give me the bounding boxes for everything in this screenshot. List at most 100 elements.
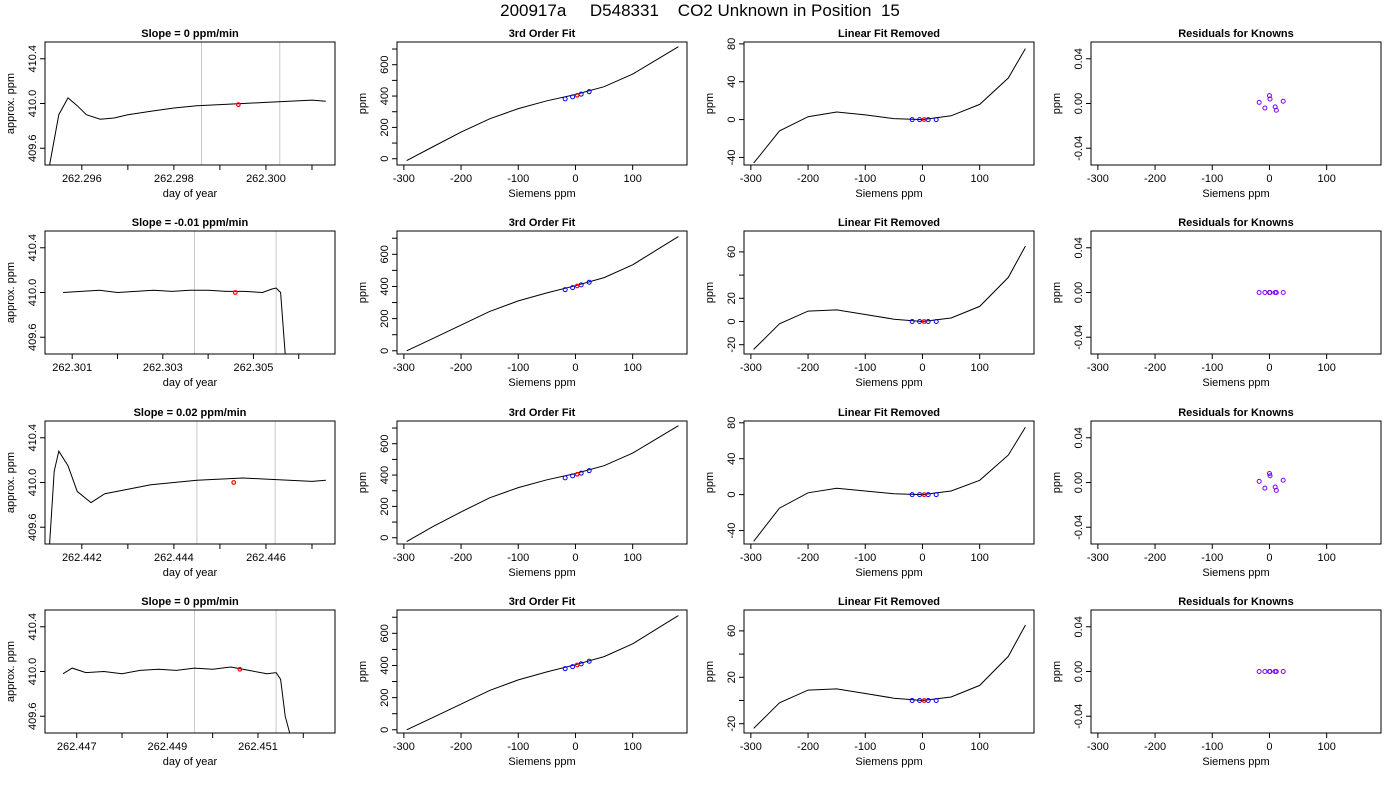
- known-point: [909, 698, 915, 704]
- y-tick-label: 0.04: [1073, 616, 1085, 637]
- panel-title: Residuals for Knowns: [1178, 28, 1294, 40]
- y-tick-label: 0.04: [1073, 237, 1085, 258]
- panel-title: Linear Fit Removed: [838, 217, 940, 229]
- fit-curve: [406, 46, 679, 162]
- residual-point: [1273, 107, 1279, 113]
- y-axis-label: ppm: [357, 282, 369, 303]
- known-point: [562, 96, 568, 102]
- residual-point: [1266, 93, 1272, 99]
- unknown-point: [921, 698, 927, 703]
- x-tick-label: 100: [970, 362, 988, 374]
- x-tick-label: -200: [797, 173, 819, 185]
- time-series-line: [49, 97, 326, 165]
- panel-r3c4: Residuals for Knowns -300 -200 -100 0 100 -0.0…: [1051, 407, 1382, 579]
- y-tick-label: 40: [726, 76, 738, 88]
- x-axis-label: Siemens ppm: [508, 756, 575, 768]
- y-tick-label: 400: [379, 87, 391, 105]
- x-axis-label: Siemens ppm: [1202, 756, 1269, 768]
- known-point: [570, 285, 576, 291]
- known-point: [925, 117, 931, 123]
- residual-point: [1262, 669, 1268, 674]
- x-tick-label: -100: [854, 552, 876, 564]
- residual-point: [1280, 290, 1286, 295]
- y-tick-label: 20: [726, 292, 738, 304]
- panel-title: 3rd Order Fit: [509, 407, 576, 419]
- x-tick-label: -100: [1201, 362, 1223, 374]
- x-axis-label: Siemens ppm: [1202, 567, 1269, 579]
- plot-area: [753, 48, 1026, 164]
- x-tick-label: -300: [393, 173, 415, 185]
- x-tick-label: -100: [854, 362, 876, 374]
- y-tick-label: 200: [379, 497, 391, 515]
- panel-title: Slope = -0.01 ppm/min: [132, 217, 249, 229]
- panel-r2c2: 3rd Order Fit -300 -200 -100 0 100 0 200 400 600 S…: [357, 217, 688, 389]
- plot-area: [49, 449, 326, 544]
- x-tick-label: 100: [1317, 552, 1335, 564]
- known-point: [570, 664, 576, 670]
- known-point: [570, 94, 576, 100]
- unknown-point: [921, 117, 927, 122]
- x-tick-label: 262.444: [154, 552, 194, 564]
- x-tick-label: 100: [1317, 362, 1335, 374]
- y-tick-label: 0.00: [1073, 93, 1085, 114]
- x-tick-label: 262.296: [62, 173, 102, 185]
- x-tick-label: -300: [1087, 173, 1109, 185]
- x-tick-label: -200: [1144, 362, 1166, 374]
- y-tick-label: 80: [726, 38, 738, 50]
- panel-r4c4: Residuals for Knowns -300 -200 -100 0 100 -0.0…: [1051, 596, 1382, 768]
- unknown-point: [574, 92, 580, 98]
- plot-frame: [44, 609, 336, 734]
- known-point: [562, 666, 568, 672]
- x-tick-label: -200: [450, 173, 472, 185]
- x-tick-label: -200: [450, 741, 472, 753]
- y-tick-label: 410.4: [27, 424, 39, 452]
- known-point: [917, 117, 923, 123]
- x-tick-label: 262.303: [143, 362, 183, 374]
- panel-title: Slope = 0.02 ppm/min: [134, 407, 247, 419]
- x-tick-label: 0: [919, 552, 925, 564]
- y-tick-label: 400: [379, 466, 391, 484]
- y-tick-label: 600: [379, 624, 391, 642]
- y-tick-label: 410.4: [27, 613, 39, 641]
- known-point: [570, 473, 576, 479]
- y-tick-label: -0.04: [1073, 515, 1085, 540]
- residual-point: [1262, 485, 1268, 491]
- x-tick-label: -200: [450, 552, 472, 564]
- panel-r1c4: Residuals for Knowns -300 -200 -100 0 100 -0.0…: [1051, 28, 1382, 200]
- y-axis-label: ppm: [1051, 282, 1063, 303]
- x-tick-label: -200: [450, 362, 472, 374]
- x-tick-label: -100: [507, 552, 529, 564]
- y-axis-label: ppm: [704, 282, 716, 303]
- known-point: [909, 492, 915, 498]
- panel-title: Slope = 0 ppm/min: [141, 28, 239, 40]
- panel-title: Linear Fit Removed: [838, 28, 940, 40]
- unknown-point: [235, 102, 241, 108]
- x-axis-label: day of year: [163, 756, 218, 768]
- panel-r3c1: Slope = 0.02 ppm/min 262.442 262.444 262.44…: [5, 407, 336, 579]
- y-tick-label: 60: [726, 625, 738, 637]
- x-tick-label: -200: [1144, 173, 1166, 185]
- x-tick-label: 0: [1266, 741, 1272, 753]
- x-tick-label: 262.451: [238, 741, 278, 753]
- residual-point: [1267, 290, 1273, 295]
- known-point: [586, 468, 592, 474]
- x-tick-label: 100: [623, 741, 641, 753]
- y-tick-label: 400: [379, 277, 391, 295]
- y-tick-label: -0.04: [1073, 704, 1085, 729]
- plot-frame: [396, 230, 688, 355]
- x-tick-label: -100: [1201, 173, 1223, 185]
- x-tick-label: 0: [919, 173, 925, 185]
- plot-area: [753, 427, 1026, 542]
- y-tick-label: 400: [379, 656, 391, 674]
- plot-area: [753, 624, 1026, 729]
- y-tick-label: 0: [726, 117, 738, 123]
- x-tick-label: -300: [1087, 552, 1109, 564]
- plot-area: [1256, 290, 1286, 295]
- unknown-point: [574, 662, 580, 668]
- unknown-point: [574, 471, 580, 477]
- y-tick-label: 409.6: [27, 134, 39, 162]
- y-axis-label: ppm: [357, 472, 369, 493]
- y-axis-label: ppm: [704, 472, 716, 493]
- x-tick-label: -300: [1087, 362, 1109, 374]
